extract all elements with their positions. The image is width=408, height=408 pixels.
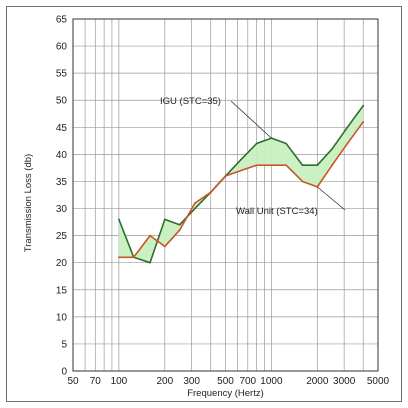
data-point [270, 164, 273, 167]
y-tick-label: 35 [56, 177, 68, 188]
annotation-label: IGU (STC=35) [160, 96, 221, 107]
y-tick-labels: 0 5 10 15 20 25 30 35 40 45 50 55 60 65 [56, 15, 68, 378]
data-point [193, 202, 196, 205]
data-point [285, 164, 288, 167]
x-tick-label: 500 [217, 376, 234, 387]
x-axis-title: Frequency (Hertz) [187, 388, 264, 399]
y-tick-label: 50 [56, 96, 68, 107]
data-point [301, 164, 304, 167]
x-tick-label: 700 [239, 376, 256, 387]
grid [72, 18, 379, 372]
x-tick-label: 5000 [367, 376, 390, 387]
data-point [346, 126, 349, 129]
data-point [209, 191, 212, 194]
annotation-label: Wall Unit (STC=34) [236, 206, 318, 217]
data-point [255, 164, 258, 167]
data-point [239, 158, 242, 161]
x-tick-labels: 50 70 100 200 300 500 700 1000 2000 3000 5000 [67, 376, 389, 387]
y-tick-label: 45 [56, 123, 68, 134]
data-point [224, 175, 227, 177]
x-tick-label: 3000 [333, 376, 356, 387]
data-point [362, 104, 365, 107]
fill-between-area [118, 105, 364, 263]
y-tick-label: 65 [56, 15, 68, 26]
data-point [331, 164, 333, 167]
x-tick-label: 200 [156, 376, 173, 387]
data-point [193, 207, 196, 210]
data-point [301, 180, 304, 183]
x-tick-label: 1000 [260, 376, 283, 387]
data-point [149, 234, 151, 237]
data-point [316, 164, 319, 167]
x-tick-label: 100 [111, 376, 128, 387]
plot-border [72, 18, 379, 372]
chart-frame [6, 6, 402, 402]
data-point [163, 218, 166, 221]
y-tick-label: 0 [61, 367, 67, 378]
y-tick-label: 20 [56, 258, 68, 269]
y-tick-label: 55 [56, 69, 68, 80]
data-point [331, 148, 333, 150]
fill-between-polygon [118, 105, 364, 263]
data-point [132, 256, 135, 259]
data-point [285, 142, 288, 145]
data-point [163, 245, 166, 248]
y-tick-label: 10 [56, 312, 68, 323]
y-tick-label: 60 [56, 42, 68, 53]
y-tick-label: 40 [56, 150, 68, 161]
y-tick-label: 25 [56, 231, 68, 242]
data-point [118, 218, 120, 221]
annotation-leader [317, 186, 346, 211]
x-tick-label: 50 [67, 376, 79, 387]
series-line-1 [118, 121, 364, 259]
y-tick-label: 30 [56, 204, 68, 215]
data-point [346, 142, 349, 145]
y-axis-title: Transmission Loss (db) [23, 154, 34, 252]
y-tick-label: 15 [56, 285, 68, 296]
data-point [178, 223, 181, 226]
series-lines [118, 104, 365, 264]
x-tick-label: 300 [183, 376, 200, 387]
x-tick-label: 70 [90, 376, 102, 387]
y-tick-label: 5 [61, 339, 67, 350]
data-point [255, 142, 258, 145]
annotation-leader [230, 100, 272, 139]
data-point [178, 229, 181, 232]
x-tick-label: 2000 [306, 376, 329, 387]
data-point [118, 256, 120, 259]
annotations: IGU (STC=35) Wall Unit (STC=34) [160, 96, 346, 217]
data-point [239, 169, 242, 172]
data-point [362, 120, 365, 123]
data-point [149, 261, 151, 264]
